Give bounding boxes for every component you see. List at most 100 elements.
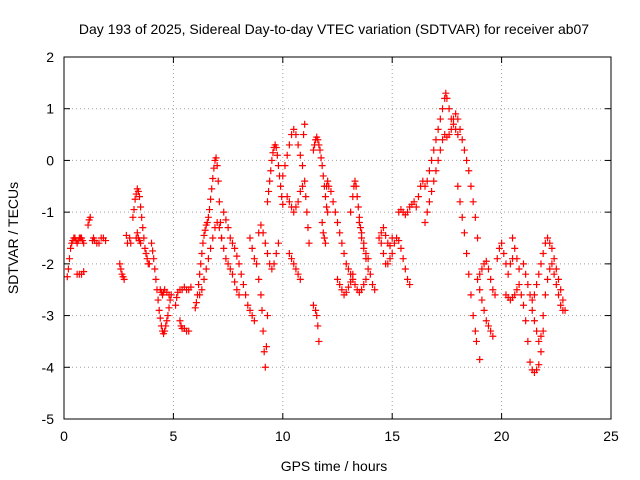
data-point	[454, 182, 462, 190]
data-point	[318, 162, 326, 170]
data-point	[384, 260, 392, 268]
data-point	[447, 125, 455, 133]
data-point	[340, 250, 348, 258]
data-point	[129, 213, 137, 221]
data-point	[539, 250, 547, 258]
data-point	[463, 156, 471, 164]
data-point	[290, 125, 298, 133]
data-point	[298, 162, 306, 170]
data-point	[530, 317, 538, 325]
data-point	[550, 255, 558, 263]
data-point	[456, 198, 464, 206]
data-point	[292, 265, 300, 273]
data-point	[259, 327, 267, 335]
data-point	[476, 286, 484, 294]
data-point	[220, 208, 228, 216]
data-point	[285, 250, 293, 258]
data-point	[208, 185, 216, 193]
data-point	[202, 265, 210, 273]
data-point	[434, 156, 442, 164]
data-point	[203, 218, 211, 226]
data-point	[390, 239, 398, 247]
data-point	[248, 312, 256, 320]
data-point	[246, 234, 254, 242]
data-point	[347, 208, 355, 216]
data-point	[148, 239, 156, 247]
data-point	[176, 317, 184, 325]
data-point	[550, 270, 558, 278]
data-point	[436, 115, 444, 123]
data-point	[452, 110, 460, 118]
data-point	[197, 260, 205, 268]
data-point	[541, 291, 549, 299]
data-point	[257, 291, 265, 299]
data-point	[253, 260, 261, 268]
data-point	[535, 337, 543, 345]
data-point	[204, 255, 212, 263]
data-point	[296, 275, 304, 283]
data-point	[212, 154, 220, 162]
data-point	[442, 89, 450, 97]
data-point	[469, 198, 477, 206]
data-point	[137, 203, 145, 211]
data-point	[301, 120, 309, 128]
data-point	[296, 151, 304, 159]
data-point	[474, 275, 482, 283]
data-point	[524, 337, 532, 345]
data-point	[191, 304, 199, 312]
data-point	[366, 270, 374, 278]
x-tick-label: 20	[494, 428, 510, 444]
data-point	[166, 296, 174, 304]
data-point	[213, 218, 221, 226]
data-point	[537, 260, 545, 268]
data-point	[102, 237, 110, 245]
data-point	[559, 306, 567, 314]
y-tick-label: -5	[42, 411, 55, 427]
data-point	[552, 281, 560, 289]
data-point	[404, 208, 412, 216]
data-point	[273, 151, 281, 159]
data-point	[430, 146, 438, 154]
data-point	[302, 193, 310, 201]
data-point	[484, 322, 492, 330]
data-points	[63, 89, 569, 376]
data-point	[559, 296, 567, 304]
x-tick-label: 15	[384, 428, 400, 444]
data-point	[319, 229, 327, 237]
data-point	[198, 250, 206, 258]
data-point	[377, 229, 385, 237]
data-point	[199, 239, 207, 247]
data-point	[369, 281, 377, 289]
data-point	[285, 198, 293, 206]
data-point	[513, 255, 521, 263]
data-point	[458, 213, 466, 221]
data-point	[500, 250, 508, 258]
data-point	[526, 358, 534, 366]
data-point	[242, 291, 250, 299]
data-point	[294, 141, 302, 149]
data-point	[318, 218, 326, 226]
data-point	[150, 255, 158, 263]
data-point	[430, 177, 438, 185]
data-point	[471, 213, 479, 221]
data-point	[353, 193, 361, 201]
data-point	[544, 275, 552, 283]
data-point	[233, 252, 241, 260]
data-point	[434, 125, 442, 133]
data-point	[467, 291, 475, 299]
data-point	[319, 172, 327, 180]
data-point	[349, 270, 357, 278]
data-point	[163, 317, 171, 325]
data-point	[321, 193, 329, 201]
data-point	[465, 167, 473, 175]
data-point	[162, 322, 170, 330]
data-point	[493, 255, 501, 263]
data-point	[231, 244, 239, 252]
data-point	[312, 306, 320, 314]
data-point	[454, 131, 462, 139]
data-point	[233, 286, 241, 294]
data-point	[342, 260, 350, 268]
data-point	[513, 286, 521, 294]
data-point	[196, 291, 204, 299]
data-point	[156, 314, 164, 322]
